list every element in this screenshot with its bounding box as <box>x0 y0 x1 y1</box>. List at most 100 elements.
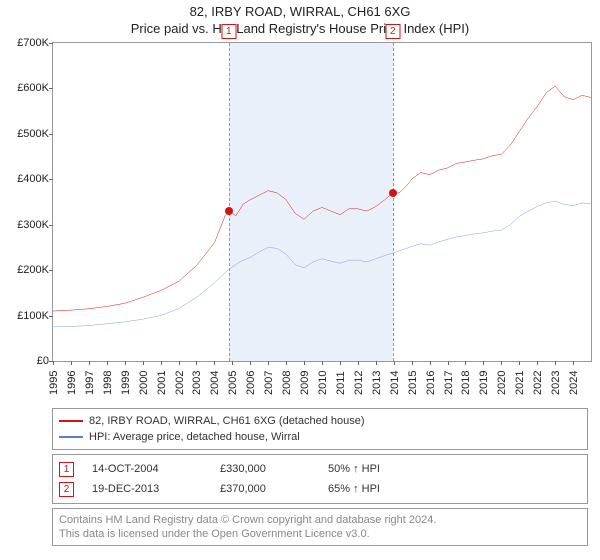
x-tick-mark <box>519 361 520 365</box>
x-tick-label: 2005 <box>227 371 239 395</box>
x-tick-mark <box>430 361 431 365</box>
y-tick-mark <box>49 88 53 89</box>
y-tick-mark <box>49 43 53 44</box>
title-line-1: 82, IRBY ROAD, WIRRAL, CH61 6XG <box>0 4 600 19</box>
event-marker-line <box>393 43 394 361</box>
event-row-pct: 65% ↑ HPI <box>328 479 428 499</box>
line-series_blue <box>53 201 591 327</box>
y-tick-label: £600K <box>17 82 49 94</box>
x-tick-label: 1995 <box>48 371 60 395</box>
legend-box: 82, IRBY ROAD, WIRRAL, CH61 6XG (detache… <box>52 408 588 450</box>
x-tick-mark <box>71 361 72 365</box>
event-row-pct: 50% ↑ HPI <box>328 459 428 479</box>
x-tick-label: 2018 <box>460 371 472 395</box>
x-tick-label: 2001 <box>156 371 168 395</box>
event-row-price: £330,000 <box>220 459 310 479</box>
x-tick-mark <box>196 361 197 365</box>
line-series-svg <box>53 43 591 361</box>
event-row-marker: 2 <box>59 482 74 497</box>
event-row-marker: 1 <box>59 462 74 477</box>
x-tick-label: 2016 <box>425 371 437 395</box>
x-tick-label: 2012 <box>353 371 365 395</box>
y-tick-mark <box>49 270 53 271</box>
x-tick-mark <box>358 361 359 365</box>
x-tick-label: 2009 <box>299 371 311 395</box>
events-box: 1 14-OCT-2004 £330,000 50% ↑ HPI 2 19-DEC-201… <box>52 454 588 504</box>
x-tick-mark <box>555 361 556 365</box>
x-tick-mark <box>53 361 54 365</box>
chart-plot: £0£100K£200K£300K£400K£500K£600K£700K199… <box>52 42 592 362</box>
x-tick-label: 2022 <box>532 371 544 395</box>
x-tick-mark <box>448 361 449 365</box>
x-tick-label: 2002 <box>174 371 186 395</box>
x-tick-label: 1996 <box>66 371 78 395</box>
legend-swatch <box>59 436 83 438</box>
title-line-2: Price paid vs. HM Land Registry's House … <box>0 21 600 36</box>
x-tick-label: 2003 <box>191 371 203 395</box>
x-tick-mark <box>286 361 287 365</box>
x-tick-mark <box>573 361 574 365</box>
footer-line-2: This data is licensed under the Open Gov… <box>59 527 581 541</box>
x-tick-mark <box>143 361 144 365</box>
legend-label: 82, IRBY ROAD, WIRRAL, CH61 6XG (detache… <box>89 413 365 429</box>
y-tick-mark <box>49 316 53 317</box>
event-row-price: £370,000 <box>220 479 310 499</box>
x-tick-label: 2006 <box>245 371 257 395</box>
event-row-date: 19-DEC-2013 <box>92 479 202 499</box>
x-tick-label: 2023 <box>550 371 562 395</box>
x-tick-mark <box>268 361 269 365</box>
page-container: 82, IRBY ROAD, WIRRAL, CH61 6XG Price pa… <box>0 0 600 560</box>
x-tick-label: 2000 <box>138 371 150 395</box>
x-tick-label: 2008 <box>281 371 293 395</box>
y-tick-label: £700K <box>17 37 49 49</box>
y-tick-mark <box>49 134 53 135</box>
x-tick-label: 2020 <box>496 371 508 395</box>
footer-box: Contains HM Land Registry data © Crown c… <box>52 508 588 546</box>
legend-label: HPI: Average price, detached house, Wirr… <box>89 429 300 445</box>
x-tick-label: 2015 <box>407 371 419 395</box>
x-tick-mark <box>483 361 484 365</box>
x-tick-mark <box>537 361 538 365</box>
legend-row: 82, IRBY ROAD, WIRRAL, CH61 6XG (detache… <box>59 413 581 429</box>
x-tick-mark <box>376 361 377 365</box>
x-tick-label: 2017 <box>443 371 455 395</box>
titles-block: 82, IRBY ROAD, WIRRAL, CH61 6XG Price pa… <box>0 0 600 36</box>
x-tick-label: 2024 <box>568 371 580 395</box>
event-point-1 <box>225 207 233 215</box>
x-tick-mark <box>125 361 126 365</box>
line-series_red <box>53 86 591 311</box>
y-tick-label: £300K <box>17 219 49 231</box>
x-tick-label: 2014 <box>389 371 401 395</box>
event-row: 1 14-OCT-2004 £330,000 50% ↑ HPI <box>59 459 581 479</box>
x-tick-mark <box>412 361 413 365</box>
x-tick-label: 2010 <box>317 371 329 395</box>
x-tick-label: 2011 <box>335 371 347 395</box>
y-tick-mark <box>49 179 53 180</box>
x-tick-mark <box>394 361 395 365</box>
y-tick-label: £0 <box>37 355 49 367</box>
event-row: 2 19-DEC-2013 £370,000 65% ↑ HPI <box>59 479 581 499</box>
x-tick-mark <box>304 361 305 365</box>
event-row-date: 14-OCT-2004 <box>92 459 202 479</box>
x-tick-label: 2004 <box>209 371 221 395</box>
event-marker-2: 2 <box>385 24 400 39</box>
y-tick-label: £500K <box>17 128 49 140</box>
x-tick-label: 1998 <box>102 371 114 395</box>
event-marker-1: 1 <box>221 24 236 39</box>
legend-swatch <box>59 420 83 422</box>
y-tick-label: £200K <box>17 264 49 276</box>
x-tick-label: 1997 <box>84 371 96 395</box>
footer-line-1: Contains HM Land Registry data © Crown c… <box>59 513 581 527</box>
event-point-2 <box>389 189 397 197</box>
x-tick-mark <box>322 361 323 365</box>
x-tick-label: 1999 <box>120 371 132 395</box>
x-tick-mark <box>179 361 180 365</box>
x-tick-label: 2007 <box>263 371 275 395</box>
x-tick-label: 2021 <box>514 371 526 395</box>
y-tick-label: £100K <box>17 310 49 322</box>
x-tick-mark <box>89 361 90 365</box>
x-tick-label: 2019 <box>478 371 490 395</box>
y-tick-mark <box>49 225 53 226</box>
x-tick-mark <box>501 361 502 365</box>
plot-area: £0£100K£200K£300K£400K£500K£600K£700K199… <box>52 42 592 362</box>
